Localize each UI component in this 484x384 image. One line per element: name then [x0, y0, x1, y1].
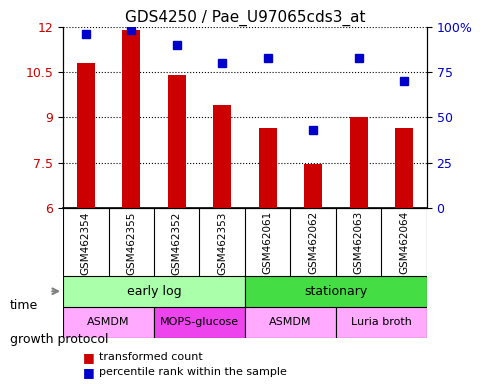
Text: Luria broth: Luria broth	[350, 317, 411, 328]
Text: ■: ■	[82, 366, 94, 379]
Text: GSM462062: GSM462062	[307, 211, 318, 275]
FancyBboxPatch shape	[335, 307, 426, 338]
FancyBboxPatch shape	[244, 276, 426, 307]
FancyBboxPatch shape	[63, 307, 153, 338]
Bar	[258, 128, 276, 208]
Bar	[394, 128, 412, 208]
Text: ASMDM: ASMDM	[87, 317, 130, 328]
Bar	[303, 164, 321, 208]
Text: growth protocol: growth protocol	[10, 333, 108, 346]
Bar	[122, 30, 140, 208]
FancyBboxPatch shape	[153, 307, 244, 338]
Text: GSM462352: GSM462352	[171, 211, 182, 275]
Bar	[76, 63, 95, 208]
FancyBboxPatch shape	[63, 276, 244, 307]
Text: GSM462353: GSM462353	[217, 211, 227, 275]
Bar	[212, 105, 231, 208]
Bar	[349, 118, 367, 208]
Text: percentile rank within the sample: percentile rank within the sample	[99, 367, 287, 377]
FancyBboxPatch shape	[244, 307, 335, 338]
Text: ■: ■	[82, 351, 94, 364]
Text: ASMDM: ASMDM	[269, 317, 311, 328]
Bar	[167, 75, 185, 208]
Text: MOPS-glucose: MOPS-glucose	[160, 317, 239, 328]
Text: time: time	[10, 299, 38, 312]
Text: GSM462061: GSM462061	[262, 211, 272, 275]
Title: GDS4250 / Pae_U97065cds3_at: GDS4250 / Pae_U97065cds3_at	[124, 9, 364, 25]
Text: stationary: stationary	[303, 285, 367, 298]
Text: early log: early log	[126, 285, 181, 298]
Text: GSM462354: GSM462354	[81, 211, 91, 275]
Text: GSM462063: GSM462063	[353, 211, 363, 275]
Text: GSM462355: GSM462355	[126, 211, 136, 275]
Text: transformed count: transformed count	[99, 352, 203, 362]
Text: GSM462064: GSM462064	[398, 211, 408, 275]
